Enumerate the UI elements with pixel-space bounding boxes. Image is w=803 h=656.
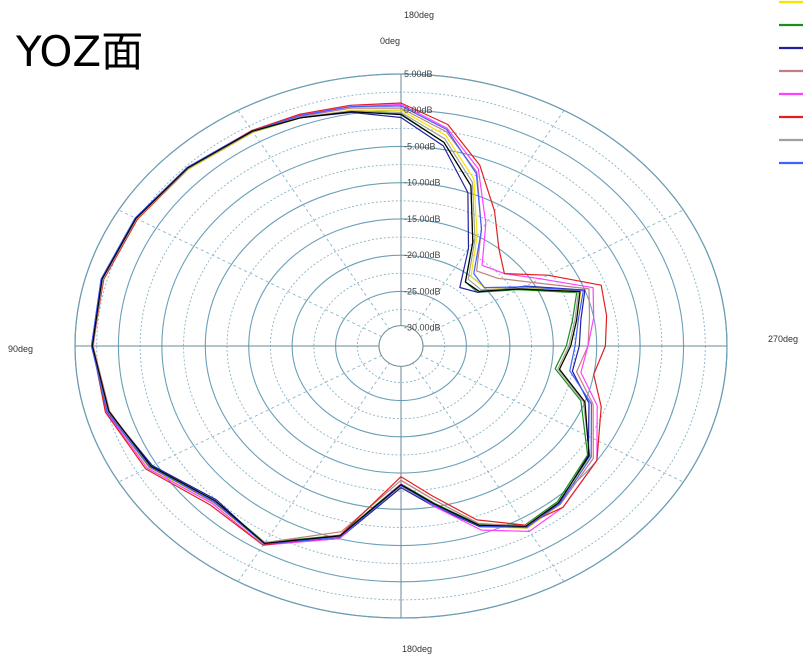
angle-tick-label: 90deg	[8, 344, 33, 354]
grid-spoke	[237, 110, 391, 331]
angle-tick-label: 0deg	[380, 36, 400, 46]
angle-tick-label: 180deg	[402, 644, 432, 654]
top-cutoff-label: 180deg	[404, 10, 435, 20]
radial-tick-label: -20.00dB	[404, 250, 441, 260]
polar-grid	[74, 73, 728, 619]
grid-spoke	[118, 354, 383, 483]
grid-spoke	[411, 361, 565, 582]
grid-spoke	[419, 354, 684, 483]
grid-spoke	[419, 209, 684, 338]
angle-tick-label: 270deg	[768, 334, 798, 344]
center-hole	[378, 325, 424, 367]
axis-labels: 5.00dB 0.00dB -5.00dB -10.00dB -15.00dB -20.0…	[8, 36, 798, 654]
radial-tick-label: -30.00dB	[404, 323, 441, 333]
grid-spoke	[411, 110, 565, 331]
radial-tick-label: 0.00dB	[404, 105, 433, 115]
radial-tick-label: 5.00dB	[404, 69, 433, 79]
radial-tick-label: -25.00dB	[404, 286, 441, 296]
series-line	[91, 111, 590, 544]
series-traces	[90, 102, 608, 546]
radial-tick-label: -5.00dB	[404, 141, 436, 151]
radial-tick-label: -15.00dB	[404, 214, 441, 224]
series-line	[91, 102, 608, 546]
legend	[779, 0, 803, 165]
series-line	[90, 105, 592, 545]
radial-tick-label: -10.00dB	[404, 178, 441, 188]
chart-title: YOZ面	[16, 27, 144, 76]
grid-spoke	[118, 209, 383, 338]
